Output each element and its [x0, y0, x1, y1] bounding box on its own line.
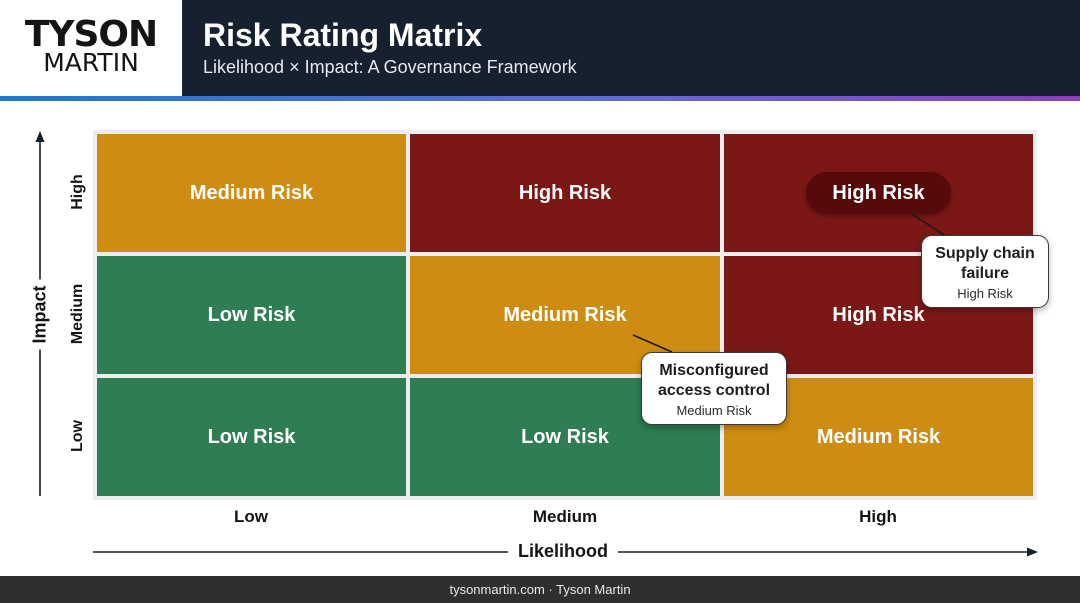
callout-title-line-1: Misconfigured [659, 362, 769, 379]
y-level-low: Low [69, 420, 86, 452]
cell-label: Low Risk [207, 425, 296, 448]
cell-low-impact-low-likelihood: Low Risk [97, 378, 406, 496]
cell-label: Low Risk [207, 303, 296, 326]
cell-label: Low Risk [521, 425, 609, 448]
accent-divider [0, 96, 1080, 101]
footer-text: tysonmartin.com · Tyson Martin [449, 582, 631, 597]
leader-line-access-control [632, 334, 673, 353]
cell-label: High Risk [832, 181, 925, 204]
x-level-high: High [859, 507, 897, 526]
header-bar: TYSON MARTIN Risk Rating Matrix Likeliho… [0, 0, 1080, 96]
x-level-low: Low [234, 507, 268, 526]
footer-bar: tysonmartin.com · Tyson Martin [0, 576, 1080, 603]
callout-supply-chain-failure: Supply chain failure High Risk [921, 235, 1049, 308]
cell-label: Medium Risk [816, 425, 941, 448]
logo: TYSON MARTIN [0, 0, 182, 96]
cell-high-impact-medium-likelihood: High Risk [410, 134, 720, 252]
x-level-medium: Medium [532, 507, 598, 526]
x-axis-arrowhead [1027, 547, 1038, 557]
logo-line-2: MARTIN [43, 48, 139, 77]
callout-rating: High Risk [957, 286, 1013, 301]
cell-label: Medium Risk [503, 303, 627, 326]
x-axis-title: Likelihood [508, 541, 618, 562]
cell-medium-impact-low-likelihood: Low Risk [97, 256, 406, 374]
highlight-pill: High Risk [806, 172, 951, 214]
cell-label: High Risk [832, 303, 925, 326]
callout-misconfigured-access-control: Misconfigured access control Medium Risk [641, 352, 787, 425]
cell-label: High Risk [518, 181, 612, 204]
callout-title-line-2: failure [960, 265, 1009, 282]
page-title: Risk Rating Matrix [203, 17, 483, 53]
y-axis-title: Impact [29, 279, 51, 350]
callout-title-line-1: Supply chain [935, 245, 1035, 262]
callout-rating: Medium Risk [676, 403, 752, 418]
page-subtitle: Likelihood × Impact: A Governance Framew… [203, 57, 577, 77]
logo-line-1: TYSON [24, 14, 158, 55]
callout-title-line-2: access control [657, 382, 771, 399]
cell-low-impact-high-likelihood: Medium Risk [724, 378, 1033, 496]
y-axis-arrowhead [35, 131, 45, 142]
y-level-medium: Medium [69, 283, 86, 345]
cell-label: Medium Risk [189, 181, 314, 204]
cell-high-impact-low-likelihood: Medium Risk [97, 134, 406, 252]
y-axis-title-text: Impact [29, 279, 50, 350]
y-level-high: High [69, 174, 86, 210]
